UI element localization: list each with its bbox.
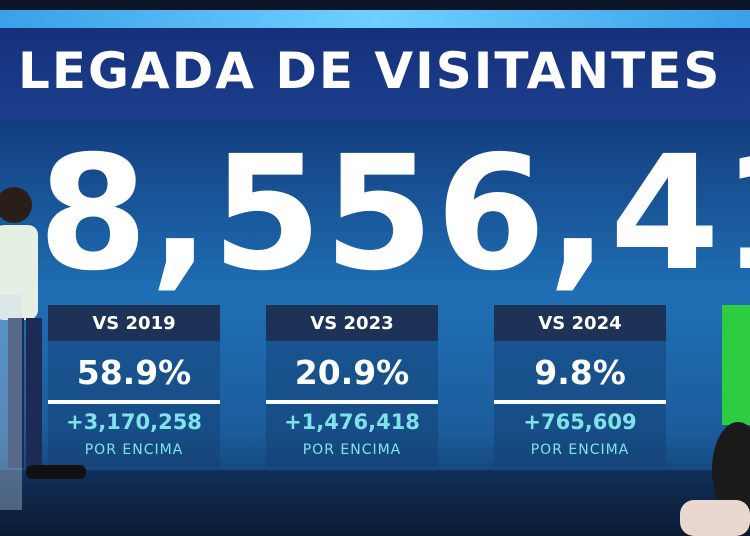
divider <box>494 400 666 404</box>
screen-title: LEGADA DE VISITANTES <box>18 42 722 100</box>
total-visitors: 8,556,41 <box>38 122 750 306</box>
card-note: POR ENCIMA <box>84 442 184 458</box>
card-note: POR ENCIMA <box>530 442 630 458</box>
card-percent: 9.8% <box>534 353 626 392</box>
card-percent: 20.9% <box>294 353 410 392</box>
card-label: VS 2023 <box>266 305 438 341</box>
card-increase: +3,170,258 <box>66 410 202 434</box>
card-note: POR ENCIMA <box>302 442 402 458</box>
stat-card: VS 2019 58.9% +3,170,258 POR ENCIMA <box>48 305 220 467</box>
light-strip <box>0 10 750 28</box>
ceiling <box>0 0 750 10</box>
card-increase: +765,609 <box>523 410 637 434</box>
stage-floor <box>0 470 750 536</box>
title-band <box>0 28 750 120</box>
card-percent: 58.9% <box>76 353 192 392</box>
card-label: VS 2024 <box>494 305 666 341</box>
podium <box>0 295 22 510</box>
green-panel <box>722 305 750 425</box>
speaker <box>0 187 86 479</box>
divider <box>266 400 438 404</box>
audience-member <box>680 422 750 536</box>
stat-card: VS 2023 20.9% +1,476,418 POR ENCIMA <box>266 305 438 467</box>
card-label: VS 2019 <box>48 305 220 341</box>
divider <box>48 400 220 404</box>
stat-card: VS 2024 9.8% +765,609 POR ENCIMA <box>494 305 666 467</box>
card-increase: +1,476,418 <box>284 410 420 434</box>
